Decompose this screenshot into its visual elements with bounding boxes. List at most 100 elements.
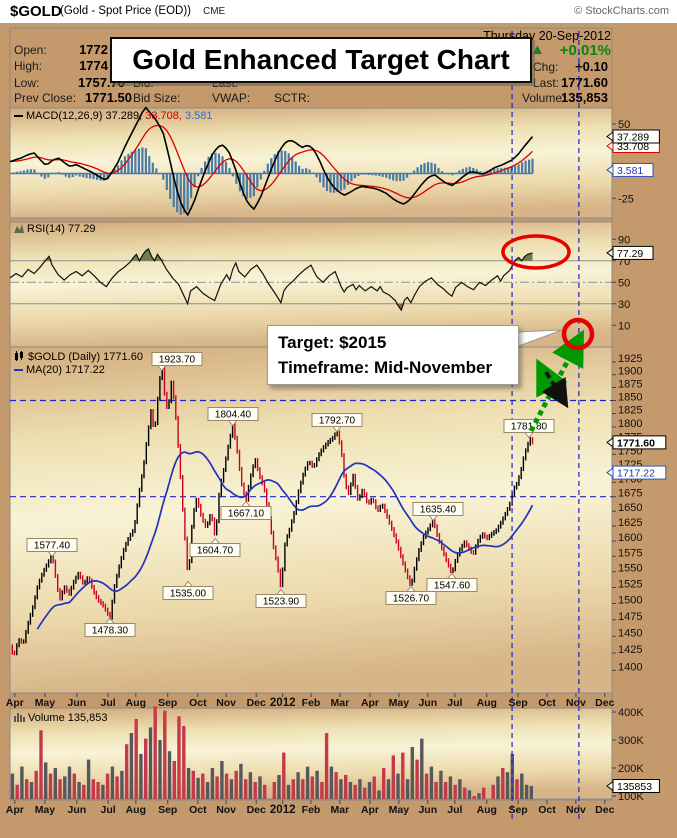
svg-text:300K: 300K <box>618 735 644 747</box>
macd-histogram <box>12 147 534 215</box>
svg-text:Sep: Sep <box>508 804 527 816</box>
macd-legend-hist: 3.581 <box>185 110 213 122</box>
svg-text:90: 90 <box>618 234 630 246</box>
svg-text:May: May <box>389 804 410 816</box>
macd-legend-main: MACD(12,26,9) 37.289, <box>26 110 143 122</box>
macd-line-icon <box>14 111 23 123</box>
ticker-exchange: CME <box>203 6 226 17</box>
svg-text:Apr: Apr <box>6 697 24 709</box>
chg-label: Chg: <box>533 60 559 74</box>
vwap-label: VWAP: <box>212 91 251 105</box>
svg-text:1667.10: 1667.10 <box>228 509 265 520</box>
svg-text:Aug: Aug <box>477 697 497 709</box>
panel-backgrounds <box>9 27 613 801</box>
rsi-legend-text: RSI(14) 77.29 <box>27 223 96 235</box>
svg-text:Jun: Jun <box>67 804 86 816</box>
svg-text:Apr: Apr <box>361 804 379 816</box>
svg-text:1500: 1500 <box>618 595 642 607</box>
price-axis: 1925190018751850182518001775175017251700… <box>612 353 642 673</box>
svg-text:1875: 1875 <box>618 379 642 391</box>
price-bars-down <box>11 366 534 656</box>
macd-line <box>9 106 534 217</box>
svg-text:Sep: Sep <box>508 697 527 709</box>
volume-panel <box>10 706 533 799</box>
svg-text:May: May <box>389 697 410 709</box>
svg-text:1450: 1450 <box>618 627 642 639</box>
svg-text:Aug: Aug <box>126 804 146 816</box>
svg-text:Mar: Mar <box>331 697 350 709</box>
svg-text:1781.80: 1781.80 <box>511 422 548 433</box>
svg-text:1575: 1575 <box>618 547 642 559</box>
svg-text:Nov: Nov <box>566 697 586 709</box>
svg-text:Nov: Nov <box>216 697 236 709</box>
svg-text:May: May <box>35 697 56 709</box>
svg-text:1625: 1625 <box>618 517 642 529</box>
svg-text:Dec: Dec <box>247 804 266 816</box>
svg-text:1525: 1525 <box>618 579 642 591</box>
target-price-text: Target: $2015 <box>278 333 387 352</box>
svg-text:50: 50 <box>618 119 630 131</box>
ma-legend-text: MA(20) 1717.22 <box>26 364 105 376</box>
svg-text:Feb: Feb <box>302 697 321 709</box>
svg-text:Jul: Jul <box>101 804 116 816</box>
svg-text:May: May <box>35 804 56 816</box>
ticker-name: (Gold - Spot Price (EOD)) <box>60 5 191 17</box>
rsi-legend: RSI(14) 77.29 <box>14 223 95 236</box>
price-legend-text: $GOLD (Daily) 1771.60 <box>28 351 143 363</box>
svg-text:1577.40: 1577.40 <box>34 541 71 552</box>
volume-value: 135,853 <box>561 90 608 105</box>
last-value: 1771.60 <box>561 75 608 90</box>
svg-text:2012: 2012 <box>270 697 296 709</box>
svg-text:Sep: Sep <box>158 697 177 709</box>
svg-text:Jul: Jul <box>101 697 116 709</box>
bid-size-label: Bid Size: <box>133 91 181 105</box>
month-axis: Apr May Jun Jul Aug Sep Oct Nov Dec 2012 Feb Mar Apr… <box>6 800 615 816</box>
svg-text:77.29: 77.29 <box>617 248 643 260</box>
volume-axis: 400K 300K 200K 100K <box>612 707 644 803</box>
svg-text:1547.60: 1547.60 <box>434 581 471 592</box>
ma20-line <box>36 451 534 630</box>
up-triangle-icon: ▲ <box>530 41 545 58</box>
svg-text:Jun: Jun <box>418 697 437 709</box>
svg-text:1925: 1925 <box>618 353 642 365</box>
svg-text:Jul: Jul <box>447 697 462 709</box>
svg-text:Apr: Apr <box>361 697 379 709</box>
target-annotations <box>501 234 595 433</box>
rsi-red-ellipse <box>501 234 571 270</box>
overlay-title: Gold Enhanced Target Chart <box>132 44 510 75</box>
svg-text:Jun: Jun <box>67 697 86 709</box>
swing-labels: 1923.70 1804.40 1792.70 1781.80 1667.10 1635.… <box>26 352 555 637</box>
volume-bars-icon <box>14 712 25 725</box>
svg-text:1804.40: 1804.40 <box>215 410 252 421</box>
chg-value: +0.10 <box>575 59 608 74</box>
svg-text:10: 10 <box>618 320 630 332</box>
price-legend: $GOLD (Daily) 1771.60 <box>14 351 143 364</box>
svg-text:Sep: Sep <box>158 804 177 816</box>
svg-text:1526.70: 1526.70 <box>393 594 430 605</box>
svg-text:1800: 1800 <box>618 418 642 430</box>
month-axis: Apr May Jun Jul Aug Sep Oct Nov Dec 2012 Feb Mar Apr… <box>6 693 615 709</box>
overlay-title-box: Gold Enhanced Target Chart <box>110 37 532 83</box>
svg-text:1717.22: 1717.22 <box>617 468 655 480</box>
low-label: Low: <box>14 76 40 90</box>
svg-text:Nov: Nov <box>216 804 236 816</box>
svg-text:1478.30: 1478.30 <box>92 626 129 637</box>
svg-text:1425: 1425 <box>618 644 642 656</box>
macd-legend: MACD(12,26,9) 37.289, 33.708, 3.581 <box>14 110 213 123</box>
ma-line-icon <box>14 365 23 377</box>
stockcharts-copyright-link[interactable]: © StockCharts.com <box>574 5 669 17</box>
target-timeframe-text: Timeframe: Mid-November <box>278 357 493 377</box>
svg-text:50: 50 <box>618 277 630 289</box>
volume-label: Volume: <box>522 91 566 105</box>
target-callout-box: Target: $2015 Timeframe: Mid-November <box>267 325 519 385</box>
svg-text:Dec: Dec <box>247 697 266 709</box>
prev-close-label: Prev Close: <box>14 91 77 105</box>
svg-text:200K: 200K <box>618 763 644 775</box>
svg-text:Dec: Dec <box>595 804 614 816</box>
prev-close-value: 1771.50 <box>85 90 132 105</box>
open-label: Open: <box>14 43 47 57</box>
svg-text:Jun: Jun <box>418 804 437 816</box>
rsi-line <box>9 247 533 312</box>
candlestick-icon <box>14 351 25 364</box>
